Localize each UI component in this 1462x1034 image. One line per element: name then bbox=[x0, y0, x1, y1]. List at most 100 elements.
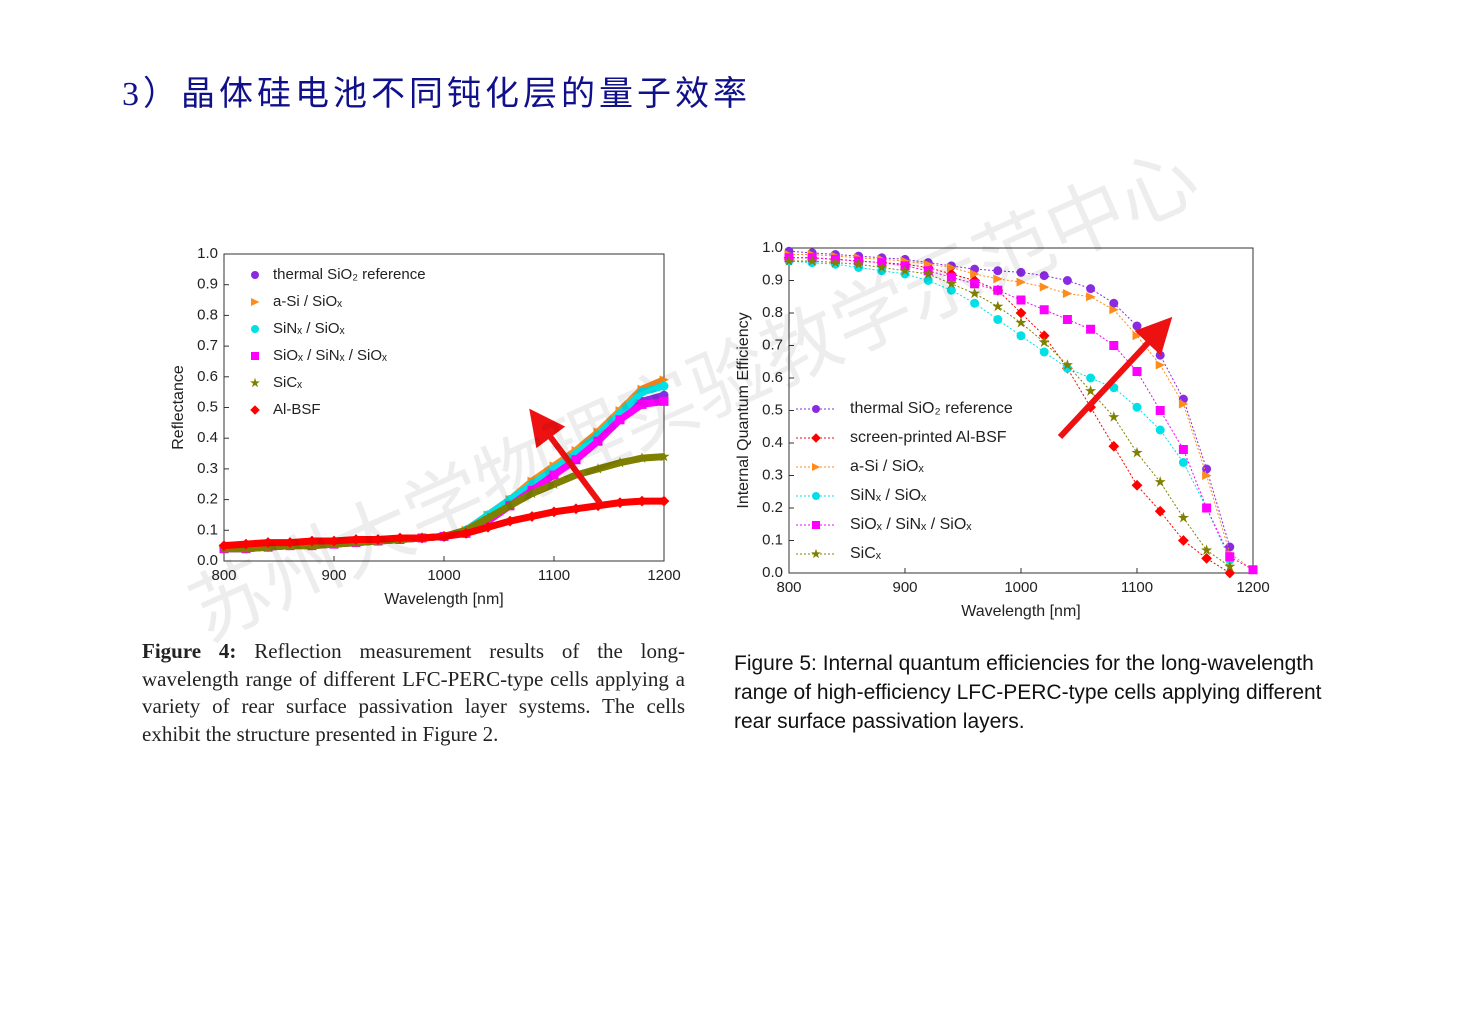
legend-label: thermal SiO₂ reference bbox=[850, 400, 1013, 417]
marker bbox=[1178, 458, 1188, 467]
x-axis-label: Wavelength [nm] bbox=[961, 603, 1080, 620]
legend-marker bbox=[812, 405, 820, 413]
marker bbox=[1132, 367, 1142, 376]
y-tick-label: 0.0 bbox=[197, 552, 218, 569]
marker bbox=[218, 540, 230, 552]
marker bbox=[350, 534, 362, 545]
marker bbox=[1086, 324, 1096, 334]
marker bbox=[1039, 347, 1049, 357]
marker bbox=[659, 381, 669, 391]
marker bbox=[1085, 385, 1097, 396]
marker bbox=[1131, 446, 1143, 458]
marker bbox=[806, 255, 818, 266]
y-tick-label: 0.5 bbox=[197, 398, 218, 415]
marker bbox=[783, 255, 795, 266]
marker bbox=[1062, 363, 1072, 373]
legend-marker bbox=[812, 463, 821, 471]
marker bbox=[1154, 505, 1166, 517]
y-tick-label: 0.9 bbox=[197, 276, 218, 293]
marker bbox=[946, 285, 956, 295]
legend-label: SiOₓ / SiNₓ / SiOₓ bbox=[850, 516, 972, 533]
marker bbox=[636, 495, 648, 507]
marker bbox=[372, 534, 384, 545]
marker bbox=[1062, 315, 1072, 324]
marker bbox=[1178, 399, 1189, 409]
marker bbox=[1086, 373, 1096, 383]
y-tick-label: 0.2 bbox=[197, 491, 218, 508]
marker bbox=[899, 264, 911, 276]
marker bbox=[482, 512, 494, 523]
marker bbox=[993, 266, 1003, 276]
marker bbox=[1201, 544, 1213, 555]
marker bbox=[969, 287, 981, 299]
marker bbox=[1132, 331, 1142, 341]
caption-text: Reflection measurement results of the lo… bbox=[142, 639, 685, 746]
marker bbox=[593, 436, 603, 446]
y-tick-label: 0.8 bbox=[197, 306, 218, 323]
marker bbox=[946, 263, 957, 272]
marker bbox=[1016, 277, 1026, 287]
marker bbox=[614, 456, 626, 468]
marker bbox=[993, 274, 1003, 284]
marker bbox=[1109, 298, 1119, 308]
marker bbox=[970, 298, 980, 308]
y-tick-label: 0.7 bbox=[762, 336, 783, 353]
legend-label: SiNₓ / SiOₓ bbox=[850, 487, 927, 504]
marker bbox=[1016, 295, 1026, 305]
series-line bbox=[789, 260, 1231, 567]
marker bbox=[1039, 305, 1049, 315]
marker bbox=[945, 277, 957, 289]
marker bbox=[922, 268, 934, 279]
marker bbox=[526, 511, 538, 522]
y-tick-label: 0.3 bbox=[197, 460, 218, 477]
legend-label: screen-printed Al-BSF bbox=[850, 429, 1007, 446]
trend-arrow bbox=[1057, 316, 1173, 440]
legend-marker bbox=[812, 492, 820, 500]
marker bbox=[853, 258, 865, 269]
marker bbox=[992, 300, 1004, 312]
marker bbox=[504, 515, 516, 527]
marker bbox=[1016, 267, 1026, 277]
chart: 0.0 0.1 0.2 0.3 0.4 0.5 0.6 0.7 0.8 0.9 1.0 800 900 1… bbox=[735, 239, 1269, 620]
x-tick-label: 900 bbox=[321, 567, 346, 584]
marker bbox=[876, 261, 888, 273]
marker bbox=[1108, 411, 1120, 422]
marker bbox=[1248, 565, 1258, 575]
marker bbox=[615, 415, 625, 425]
x-tick-label: 800 bbox=[211, 567, 236, 584]
x-tick-label: 1000 bbox=[427, 567, 460, 584]
x-tick-label: 800 bbox=[776, 579, 801, 596]
marker bbox=[1015, 316, 1027, 328]
legend-label: SiNₓ / SiOₓ bbox=[273, 320, 345, 337]
y-tick-label: 1.0 bbox=[197, 245, 218, 262]
marker bbox=[592, 463, 604, 474]
marker bbox=[394, 532, 406, 544]
x-tick-label: 1100 bbox=[1121, 579, 1153, 596]
legend-marker bbox=[250, 377, 260, 388]
legend-marker bbox=[251, 271, 259, 279]
series-band bbox=[224, 397, 665, 553]
legend-label: Al-BSF bbox=[273, 401, 321, 418]
marker bbox=[1225, 552, 1235, 562]
marker bbox=[592, 500, 604, 512]
marker bbox=[1155, 425, 1165, 435]
marker bbox=[946, 272, 956, 282]
marker bbox=[306, 535, 318, 547]
y-tick-label: 0.1 bbox=[197, 521, 218, 538]
marker bbox=[504, 499, 516, 511]
y-tick-label: 0.4 bbox=[762, 434, 783, 451]
y-tick-label: 0.9 bbox=[762, 271, 783, 288]
marker bbox=[1038, 330, 1050, 342]
marker bbox=[1015, 307, 1027, 319]
marker bbox=[1016, 331, 1026, 341]
marker bbox=[1109, 341, 1119, 350]
legend-marker bbox=[811, 548, 821, 559]
marker bbox=[526, 487, 538, 499]
marker bbox=[1038, 336, 1050, 347]
marker bbox=[262, 537, 274, 548]
legend-label: a-Si / SiOₓ bbox=[273, 293, 342, 310]
marker bbox=[993, 285, 1003, 295]
x-tick-label: 1200 bbox=[647, 567, 680, 584]
x-tick-label: 900 bbox=[892, 579, 917, 596]
